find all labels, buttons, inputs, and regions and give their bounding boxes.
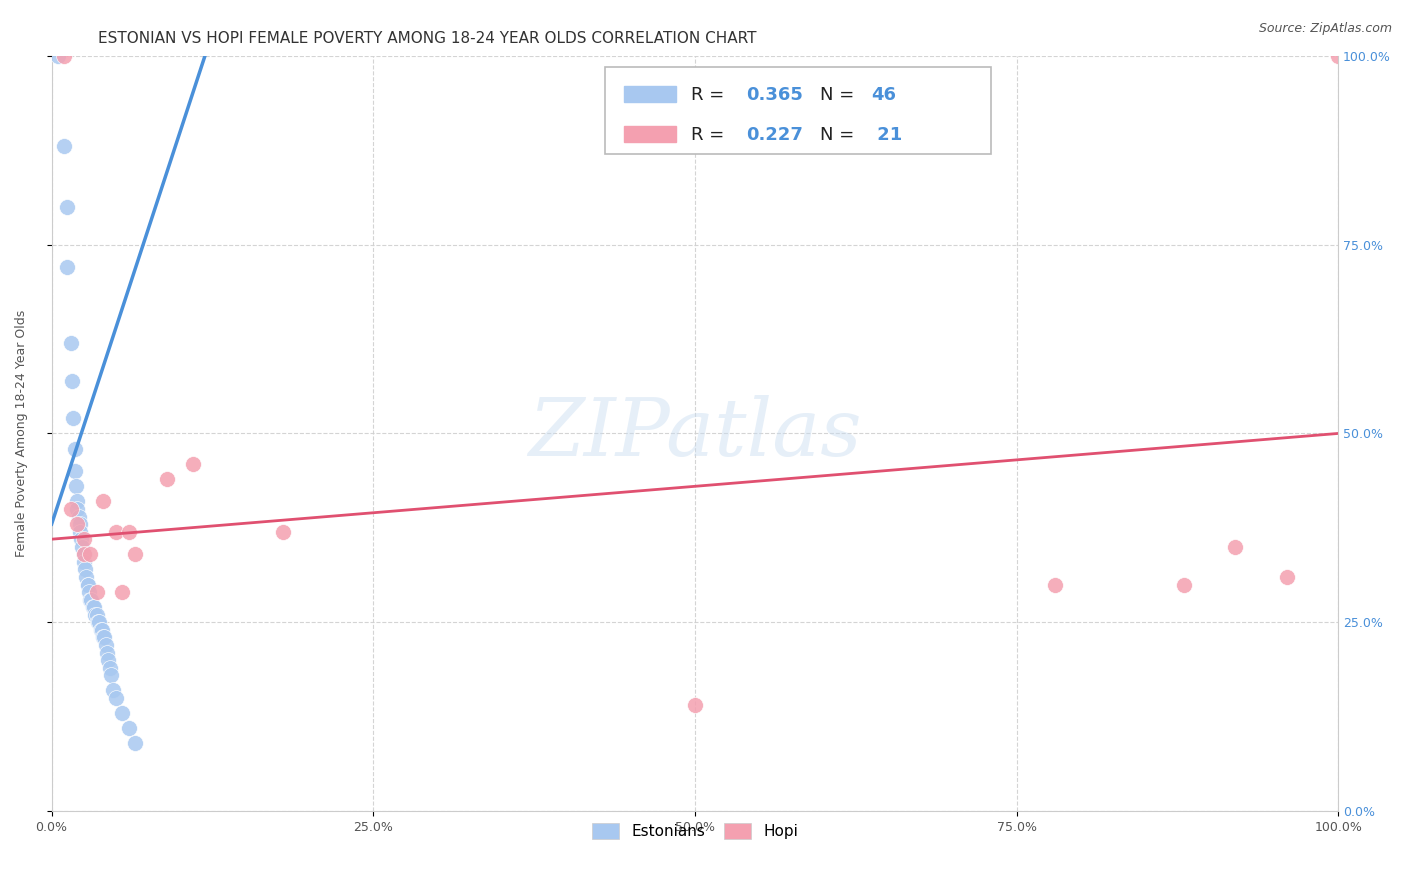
FancyBboxPatch shape bbox=[624, 87, 676, 103]
Point bbox=[683, 698, 706, 713]
Text: N =: N = bbox=[820, 86, 859, 103]
Point bbox=[124, 736, 146, 750]
Point bbox=[98, 660, 121, 674]
Point bbox=[65, 479, 87, 493]
Point bbox=[60, 374, 83, 388]
Point bbox=[93, 631, 115, 645]
Point bbox=[103, 683, 125, 698]
Point bbox=[1043, 577, 1066, 591]
Point bbox=[86, 607, 108, 622]
FancyBboxPatch shape bbox=[605, 67, 991, 154]
Point bbox=[53, 139, 76, 153]
Point bbox=[73, 532, 96, 546]
Point bbox=[79, 547, 101, 561]
Point bbox=[72, 540, 94, 554]
Point bbox=[104, 524, 127, 539]
Point bbox=[111, 585, 134, 599]
Point bbox=[73, 555, 96, 569]
Text: ZIPatlas: ZIPatlas bbox=[529, 394, 862, 472]
Point bbox=[69, 517, 91, 532]
Point bbox=[104, 690, 127, 705]
Point bbox=[89, 615, 111, 630]
Text: N =: N = bbox=[820, 126, 859, 144]
Text: Source: ZipAtlas.com: Source: ZipAtlas.com bbox=[1258, 22, 1392, 36]
Point bbox=[84, 607, 107, 622]
Point bbox=[156, 472, 179, 486]
Point bbox=[63, 442, 86, 456]
Point bbox=[76, 577, 98, 591]
Point bbox=[63, 464, 86, 478]
Text: R =: R = bbox=[692, 126, 730, 144]
Point bbox=[124, 547, 146, 561]
Point bbox=[56, 260, 79, 275]
Point bbox=[1327, 48, 1350, 62]
Point bbox=[96, 646, 118, 660]
Point bbox=[271, 524, 294, 539]
Point bbox=[181, 457, 204, 471]
Point bbox=[67, 509, 90, 524]
Point bbox=[75, 562, 97, 576]
Text: 46: 46 bbox=[872, 86, 896, 103]
Point bbox=[91, 631, 114, 645]
Point bbox=[86, 585, 108, 599]
Point bbox=[46, 48, 69, 62]
Point bbox=[90, 623, 112, 637]
Point bbox=[69, 524, 91, 539]
Point bbox=[73, 547, 96, 561]
Point bbox=[66, 494, 89, 508]
Point bbox=[75, 570, 97, 584]
Point bbox=[79, 592, 101, 607]
Point bbox=[59, 335, 82, 350]
Point bbox=[1275, 570, 1298, 584]
FancyBboxPatch shape bbox=[624, 127, 676, 143]
Legend: Estonians, Hopi: Estonians, Hopi bbox=[585, 817, 804, 845]
Point bbox=[77, 585, 100, 599]
Point bbox=[89, 623, 111, 637]
Point bbox=[62, 411, 84, 425]
Point bbox=[97, 653, 120, 667]
Point bbox=[73, 547, 96, 561]
Point bbox=[56, 200, 79, 214]
Point bbox=[118, 721, 141, 735]
Point bbox=[94, 638, 117, 652]
Point bbox=[1173, 577, 1195, 591]
Point bbox=[100, 668, 122, 682]
Point bbox=[53, 48, 76, 62]
Y-axis label: Female Poverty Among 18-24 Year Olds: Female Poverty Among 18-24 Year Olds bbox=[15, 310, 28, 558]
Point bbox=[111, 706, 134, 720]
Text: 0.227: 0.227 bbox=[747, 126, 803, 144]
Point bbox=[76, 577, 98, 591]
Point bbox=[70, 532, 93, 546]
Point bbox=[87, 615, 110, 630]
Point bbox=[66, 502, 89, 516]
Text: 21: 21 bbox=[872, 126, 903, 144]
Point bbox=[118, 524, 141, 539]
Text: R =: R = bbox=[692, 86, 730, 103]
Point bbox=[83, 600, 105, 615]
Point bbox=[82, 600, 104, 615]
Point bbox=[80, 592, 103, 607]
Text: ESTONIAN VS HOPI FEMALE POVERTY AMONG 18-24 YEAR OLDS CORRELATION CHART: ESTONIAN VS HOPI FEMALE POVERTY AMONG 18… bbox=[98, 31, 756, 46]
Point bbox=[59, 502, 82, 516]
Point bbox=[91, 494, 114, 508]
Text: 0.365: 0.365 bbox=[747, 86, 803, 103]
Point bbox=[66, 517, 89, 532]
Point bbox=[1225, 540, 1247, 554]
